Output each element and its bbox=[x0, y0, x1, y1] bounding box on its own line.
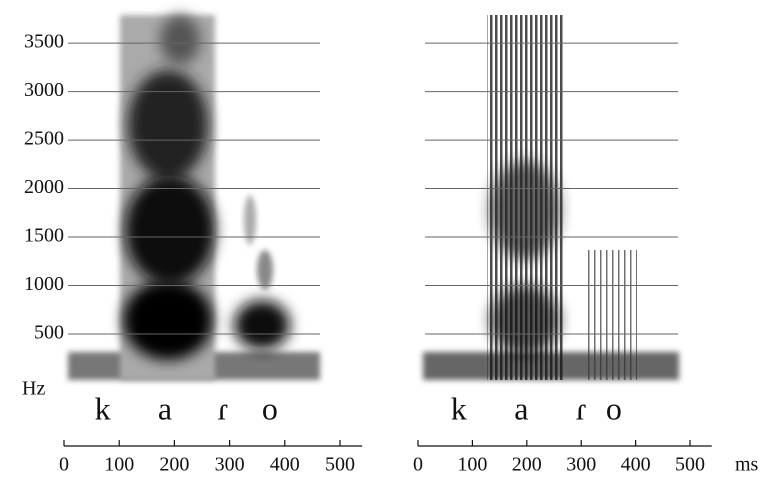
x-tick-label: 400 bbox=[270, 454, 300, 476]
y-axis-label: Hz bbox=[22, 378, 45, 400]
x-tick-label: 200 bbox=[159, 454, 189, 476]
spectrogram-image-left bbox=[68, 15, 320, 380]
x-tick-label: 300 bbox=[566, 454, 596, 476]
spectrogram-image-right bbox=[423, 15, 679, 380]
x-tick-label: 500 bbox=[325, 454, 355, 476]
segment-label: o bbox=[606, 390, 622, 426]
y-tick-label: 1000 bbox=[24, 273, 64, 295]
x-axis-label: ms bbox=[735, 454, 759, 476]
segment-label: a bbox=[514, 390, 528, 426]
x-tick-label: 400 bbox=[621, 454, 651, 476]
segment-label: a bbox=[158, 390, 172, 426]
segment-label: ɾ bbox=[576, 390, 587, 426]
segment-label: k bbox=[451, 390, 467, 426]
segment-label: k bbox=[95, 390, 111, 426]
segment-label: ɾ bbox=[218, 390, 229, 426]
x-tick-label: 200 bbox=[512, 454, 542, 476]
x-tick-label: 100 bbox=[104, 454, 134, 476]
y-tick-label: 2000 bbox=[24, 176, 64, 198]
segment-label: o bbox=[262, 390, 278, 426]
y-tick-label: 500 bbox=[34, 322, 64, 344]
x-tick-label: 500 bbox=[675, 454, 705, 476]
y-tick-label: 2500 bbox=[24, 128, 64, 150]
x-tick-label: 0 bbox=[59, 454, 69, 476]
x-tick-label: 300 bbox=[215, 454, 245, 476]
y-tick-label: 3500 bbox=[24, 31, 64, 53]
y-tick-label: 3000 bbox=[24, 79, 64, 101]
x-tick-label: 0 bbox=[413, 454, 423, 476]
y-tick-label: 1500 bbox=[24, 225, 64, 247]
x-tick-label: 100 bbox=[457, 454, 487, 476]
